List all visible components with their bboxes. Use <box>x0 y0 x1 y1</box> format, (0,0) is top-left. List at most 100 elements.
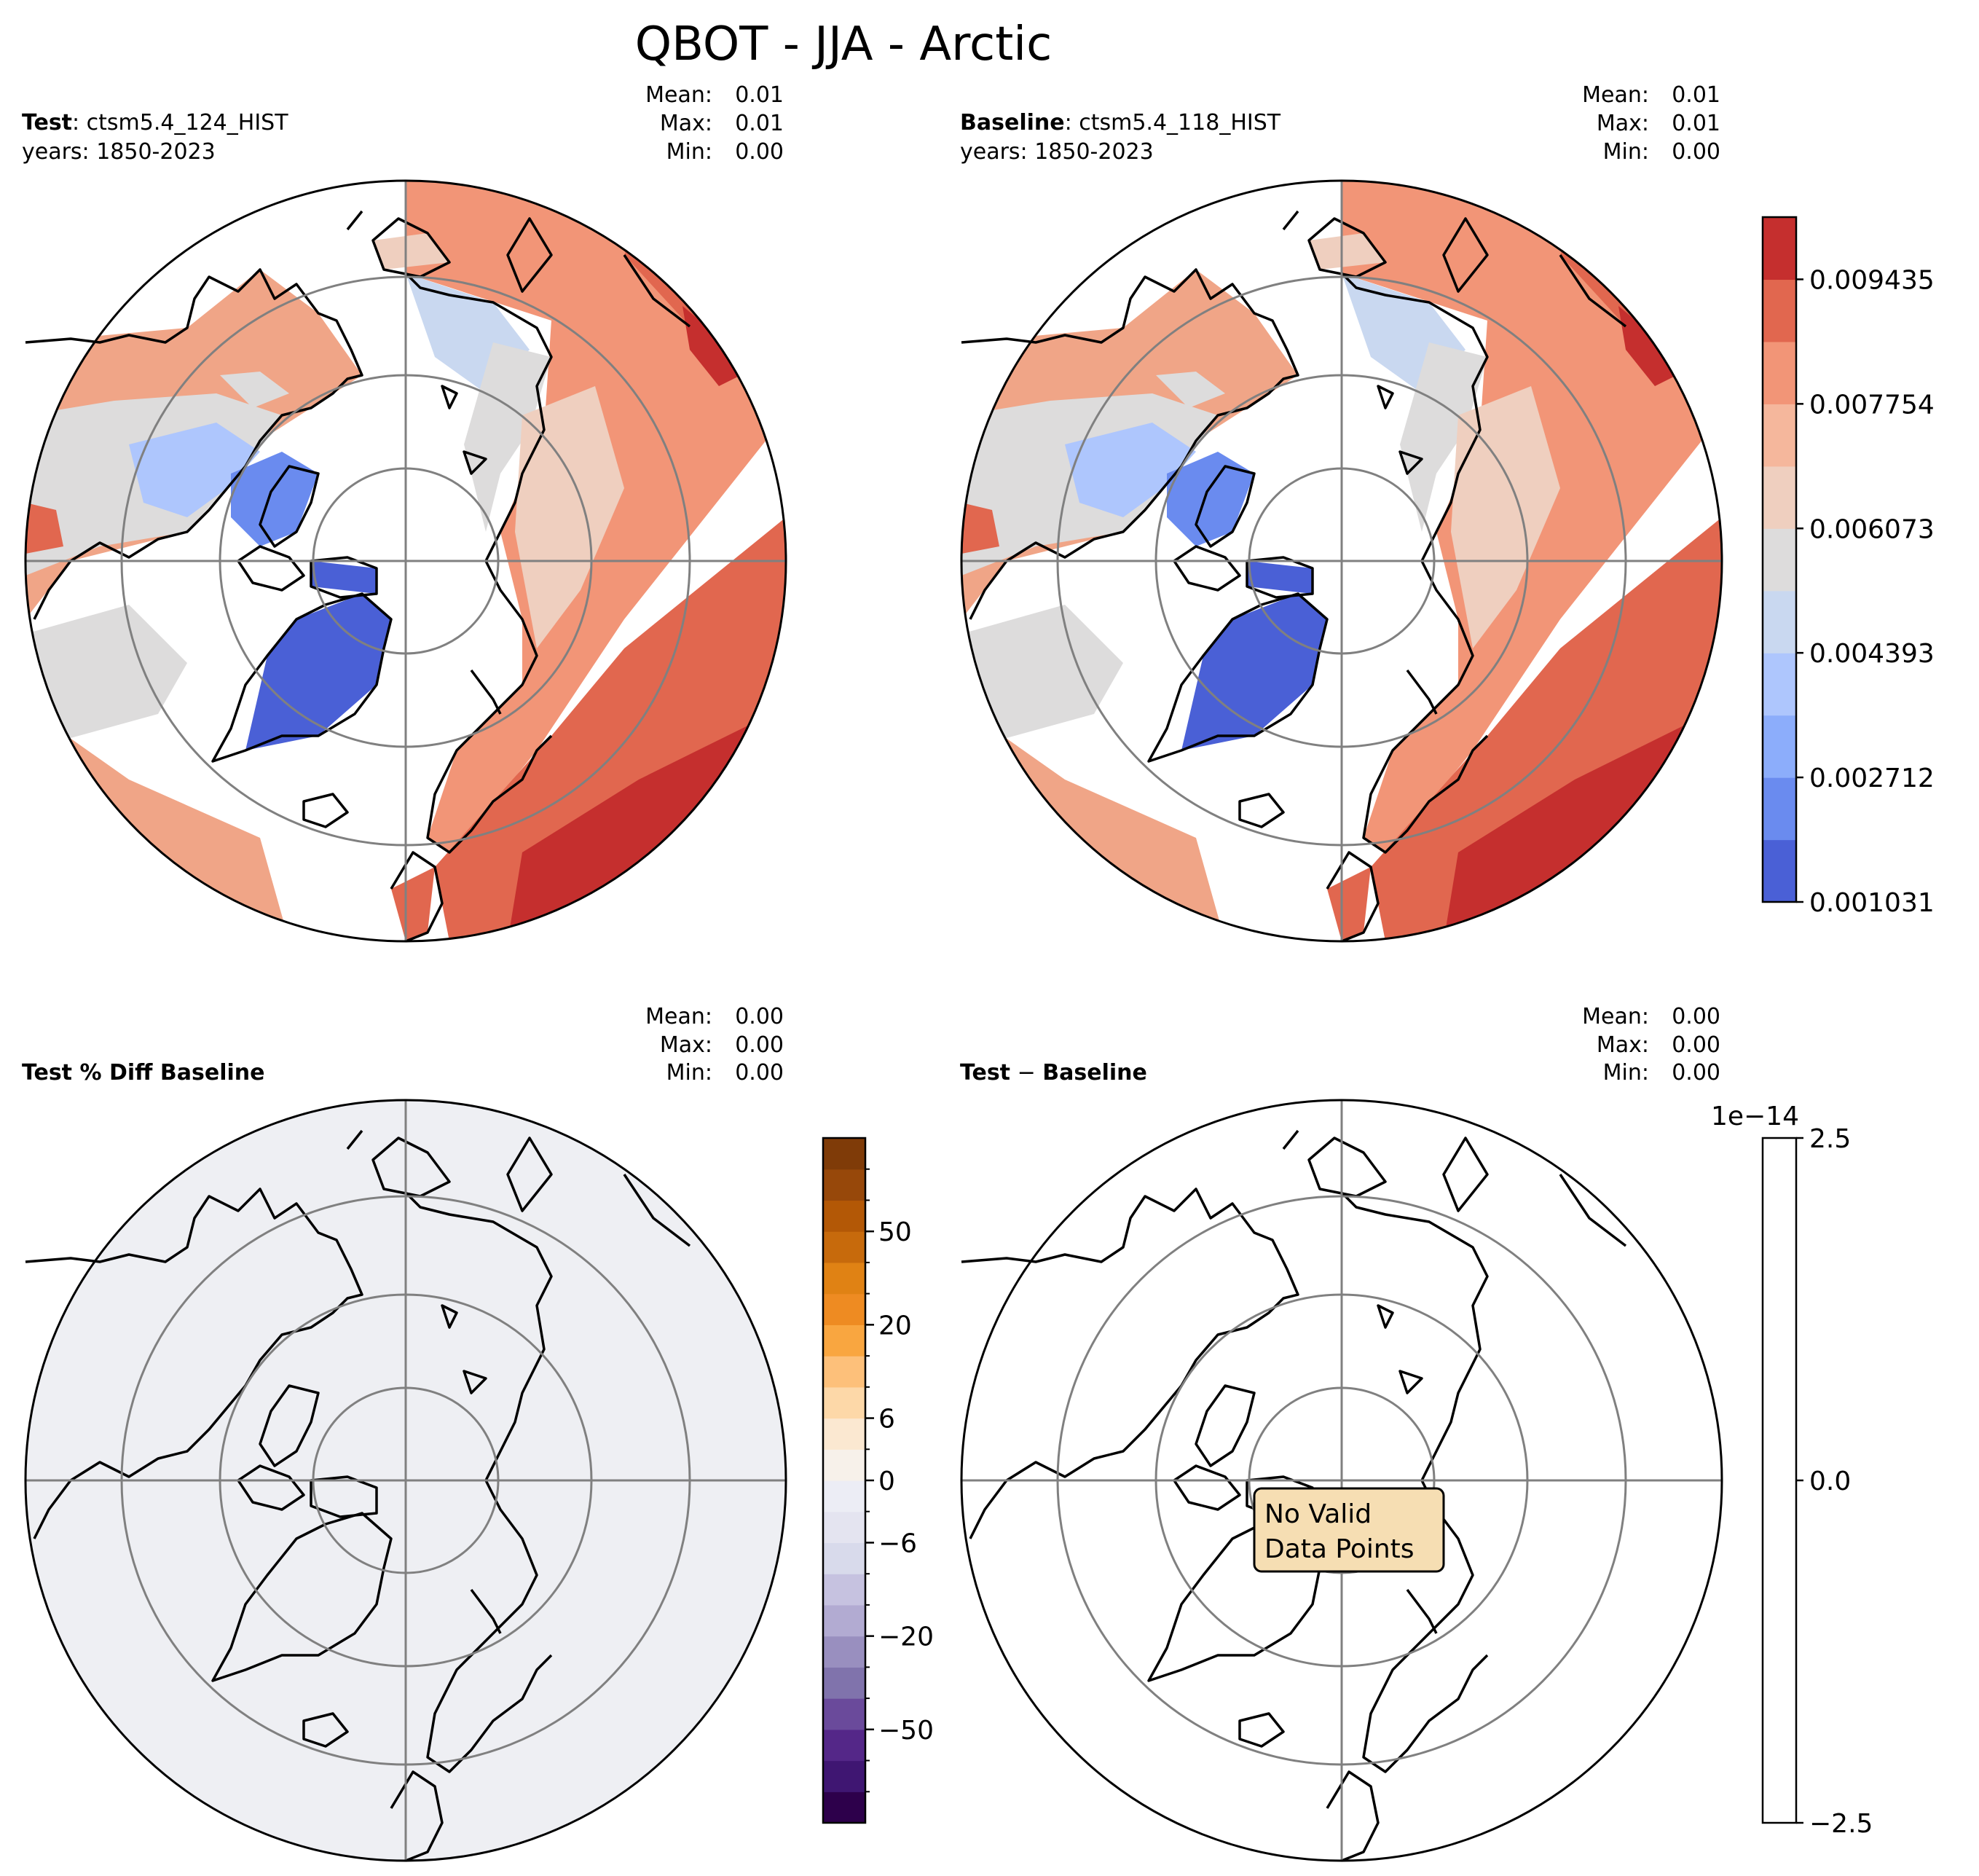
main-colorbar-segment <box>1763 590 1796 654</box>
diff-max-value: 0.00 <box>1672 1032 1720 1058</box>
pctdiff-colorbar-segment <box>823 1511 865 1544</box>
baseline-label: Baseline: ctsm5.4_118_HIST <box>960 110 1281 136</box>
diff-colorbar-ticks: −2.5 0.0 2.5 <box>1796 1124 1873 1839</box>
pctdiff-map-frame <box>24 1099 787 1862</box>
test-map-frame <box>24 179 787 943</box>
baseline-max-label: Max: <box>1597 111 1649 136</box>
diff-colorbar-tick-label: 2.5 <box>1809 1124 1851 1154</box>
diff-min-label: Min: <box>1603 1060 1649 1086</box>
pctdiff-min-label: Min: <box>666 1060 712 1086</box>
pctdiff-colorbar-tick-label: −6 <box>878 1528 917 1558</box>
panel-pctdiff: Test % Diff Baseline Mean: 0.00 Max: 0.0… <box>22 1004 787 1862</box>
main-colorbar-tick-label: 0.009435 <box>1809 265 1935 295</box>
diff-map-frame <box>960 1099 1723 1862</box>
panel-test: Test: ctsm5.4_124_HIST years: 1850-2023 … <box>22 82 787 943</box>
pctdiff-max-label: Max: <box>660 1032 712 1058</box>
test-min-value: 0.00 <box>735 139 784 165</box>
baseline-label-case: : ctsm5.4_118_HIST <box>1065 110 1281 136</box>
pctdiff-colorbar-segment <box>823 1200 865 1232</box>
pctdiff-colorbar: −50 −20 −6 0 6 20 50 <box>822 1137 934 1824</box>
baseline-mean-label: Mean: <box>1582 82 1649 108</box>
main-colorbar-segment <box>1763 466 1796 529</box>
panel-baseline: Baseline: ctsm5.4_118_HIST years: 1850-2… <box>960 82 1723 943</box>
baseline-years: years: 1850-2023 <box>960 139 1154 165</box>
main-colorbar-tick-label: 0.001031 <box>1809 888 1935 918</box>
diff-colorbar-tick-label: 0.0 <box>1809 1467 1851 1496</box>
pctdiff-colorbar-segment <box>823 1791 865 1824</box>
main-colorbar: 0.001031 0.002712 0.004393 0.006073 0.007754… <box>1761 216 1935 918</box>
pctdiff-colorbar-ticks: −50 −20 −6 0 6 20 50 <box>865 1168 934 1793</box>
pctdiff-label: Test % Diff Baseline <box>22 1060 265 1086</box>
diff-label-baseline: Baseline <box>1042 1060 1147 1086</box>
baseline-mean-value: 0.01 <box>1672 82 1720 108</box>
diff-mean-label: Mean: <box>1582 1004 1649 1029</box>
main-colorbar-segment <box>1763 528 1796 592</box>
pctdiff-colorbar-segment <box>823 1231 865 1263</box>
pctdiff-colorbar-segment <box>823 1698 865 1730</box>
main-colorbar-segments <box>1763 217 1796 903</box>
pctdiff-colorbar-segment <box>823 1169 865 1201</box>
pctdiff-colorbar-segment <box>823 1418 865 1450</box>
no-data-line2: Data Points <box>1264 1534 1415 1564</box>
pctdiff-colorbar-segment <box>823 1574 865 1606</box>
pctdiff-max-value: 0.00 <box>735 1032 784 1058</box>
test-years: years: 1850-2023 <box>22 139 216 165</box>
main-colorbar-segment <box>1763 341 1796 404</box>
main-colorbar-segment <box>1763 217 1796 280</box>
main-colorbar-segment <box>1763 279 1796 342</box>
main-colorbar-segment <box>1763 715 1796 778</box>
pctdiff-colorbar-segment <box>823 1449 865 1481</box>
pctdiff-colorbar-segment <box>823 1293 865 1325</box>
main-colorbar-segment <box>1763 839 1796 903</box>
no-data-box <box>1253 1487 1445 1573</box>
baseline-min-value: 0.00 <box>1672 139 1720 165</box>
test-min-label: Min: <box>666 139 712 165</box>
pctdiff-colorbar-tick-label: 6 <box>878 1405 895 1435</box>
diff-colorbar-frame <box>1761 1137 1798 1824</box>
test-label: Test: ctsm5.4_124_HIST <box>22 110 288 136</box>
diff-colorbar-offset: 1e−14 <box>1711 1102 1799 1131</box>
baseline-label-bold: Baseline <box>960 110 1065 136</box>
main-colorbar-frame <box>1761 216 1798 903</box>
pctdiff-colorbar-segment <box>823 1760 865 1792</box>
main-colorbar-tick-label: 0.002712 <box>1809 764 1935 793</box>
baseline-max-value: 0.01 <box>1672 111 1720 136</box>
pctdiff-colorbar-segment <box>823 1324 865 1357</box>
main-colorbar-tick-label: 0.007754 <box>1809 390 1935 420</box>
main-colorbar-segment <box>1763 404 1796 467</box>
figure-title: QBOT - JJA - Arctic <box>635 17 1053 71</box>
pctdiff-min-value: 0.00 <box>735 1060 784 1086</box>
pctdiff-colorbar-segment <box>823 1729 865 1762</box>
pctdiff-colorbar-tick-label: −20 <box>878 1622 934 1652</box>
diff-colorbar-tick-label: −2.5 <box>1809 1809 1873 1839</box>
diff-label-test: Test <box>960 1060 1010 1086</box>
pctdiff-colorbar-segment <box>823 1480 865 1512</box>
pctdiff-colorbar-tick-label: 50 <box>878 1217 912 1247</box>
pctdiff-colorbar-segments <box>823 1138 865 1824</box>
test-label-case: : ctsm5.4_124_HIST <box>72 110 288 136</box>
diff-label-minus: − <box>1010 1060 1042 1086</box>
diff-max-label: Max: <box>1597 1032 1649 1058</box>
test-max-value: 0.01 <box>735 111 784 136</box>
pctdiff-colorbar-tick-label: 20 <box>878 1311 912 1341</box>
pctdiff-colorbar-segment <box>823 1667 865 1699</box>
baseline-map-frame <box>960 179 1723 943</box>
pctdiff-colorbar-segment <box>823 1138 865 1170</box>
main-colorbar-ticks: 0.001031 0.002712 0.004393 0.006073 0.007754… <box>1796 265 1935 918</box>
no-data-annotation: No Valid Data Points <box>1253 1487 1445 1573</box>
main-colorbar-tick-label: 0.006073 <box>1809 514 1935 544</box>
pctdiff-colorbar-segment <box>823 1356 865 1388</box>
pctdiff-colorbar-segment <box>823 1262 865 1295</box>
diff-mean-value: 0.00 <box>1672 1004 1720 1029</box>
main-colorbar-segment <box>1763 653 1796 716</box>
pctdiff-colorbar-segment <box>823 1542 865 1574</box>
test-max-label: Max: <box>660 111 712 136</box>
pctdiff-colorbar-segment <box>823 1604 865 1637</box>
pctdiff-mean-value: 0.00 <box>735 1004 784 1029</box>
baseline-min-label: Min: <box>1603 139 1649 165</box>
pctdiff-colorbar-segment <box>823 1386 865 1419</box>
no-data-line1: No Valid <box>1264 1499 1372 1529</box>
main-colorbar-segment <box>1763 777 1796 841</box>
pctdiff-colorbar-segment <box>823 1636 865 1668</box>
